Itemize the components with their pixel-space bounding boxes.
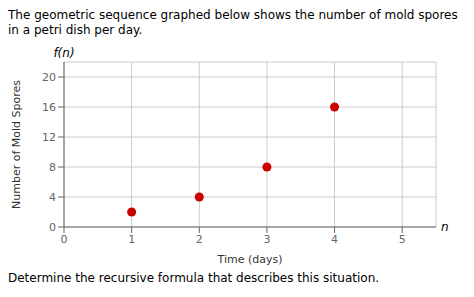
html-text:The geometric sequence graphed: The geometric sequence graphed below sho…	[8, 8, 458, 37]
svg-text:n: n	[441, 220, 449, 234]
svg-text:2: 2	[196, 233, 203, 246]
svg-text:5: 5	[399, 233, 406, 246]
svg-text:16: 16	[42, 101, 56, 114]
html-text:Determine the recursive formul: Determine the recursive formula that des…	[8, 271, 380, 285]
svg-text:f(n): f(n)	[53, 46, 74, 60]
svg-text:1: 1	[128, 233, 135, 246]
svg-text:8: 8	[49, 161, 56, 174]
svg-text:Number of Mold Spores: Number of Mold Spores	[10, 80, 23, 209]
svg-text:4: 4	[331, 233, 338, 246]
svg-text:0: 0	[49, 221, 56, 234]
svg-text:Time (days): Time (days)	[217, 253, 283, 266]
svg-text:3: 3	[263, 233, 270, 246]
svg-text:12: 12	[42, 131, 56, 144]
svg-text:20: 20	[42, 71, 56, 84]
svg-text:4: 4	[49, 191, 56, 204]
svg-text:0: 0	[61, 233, 68, 246]
